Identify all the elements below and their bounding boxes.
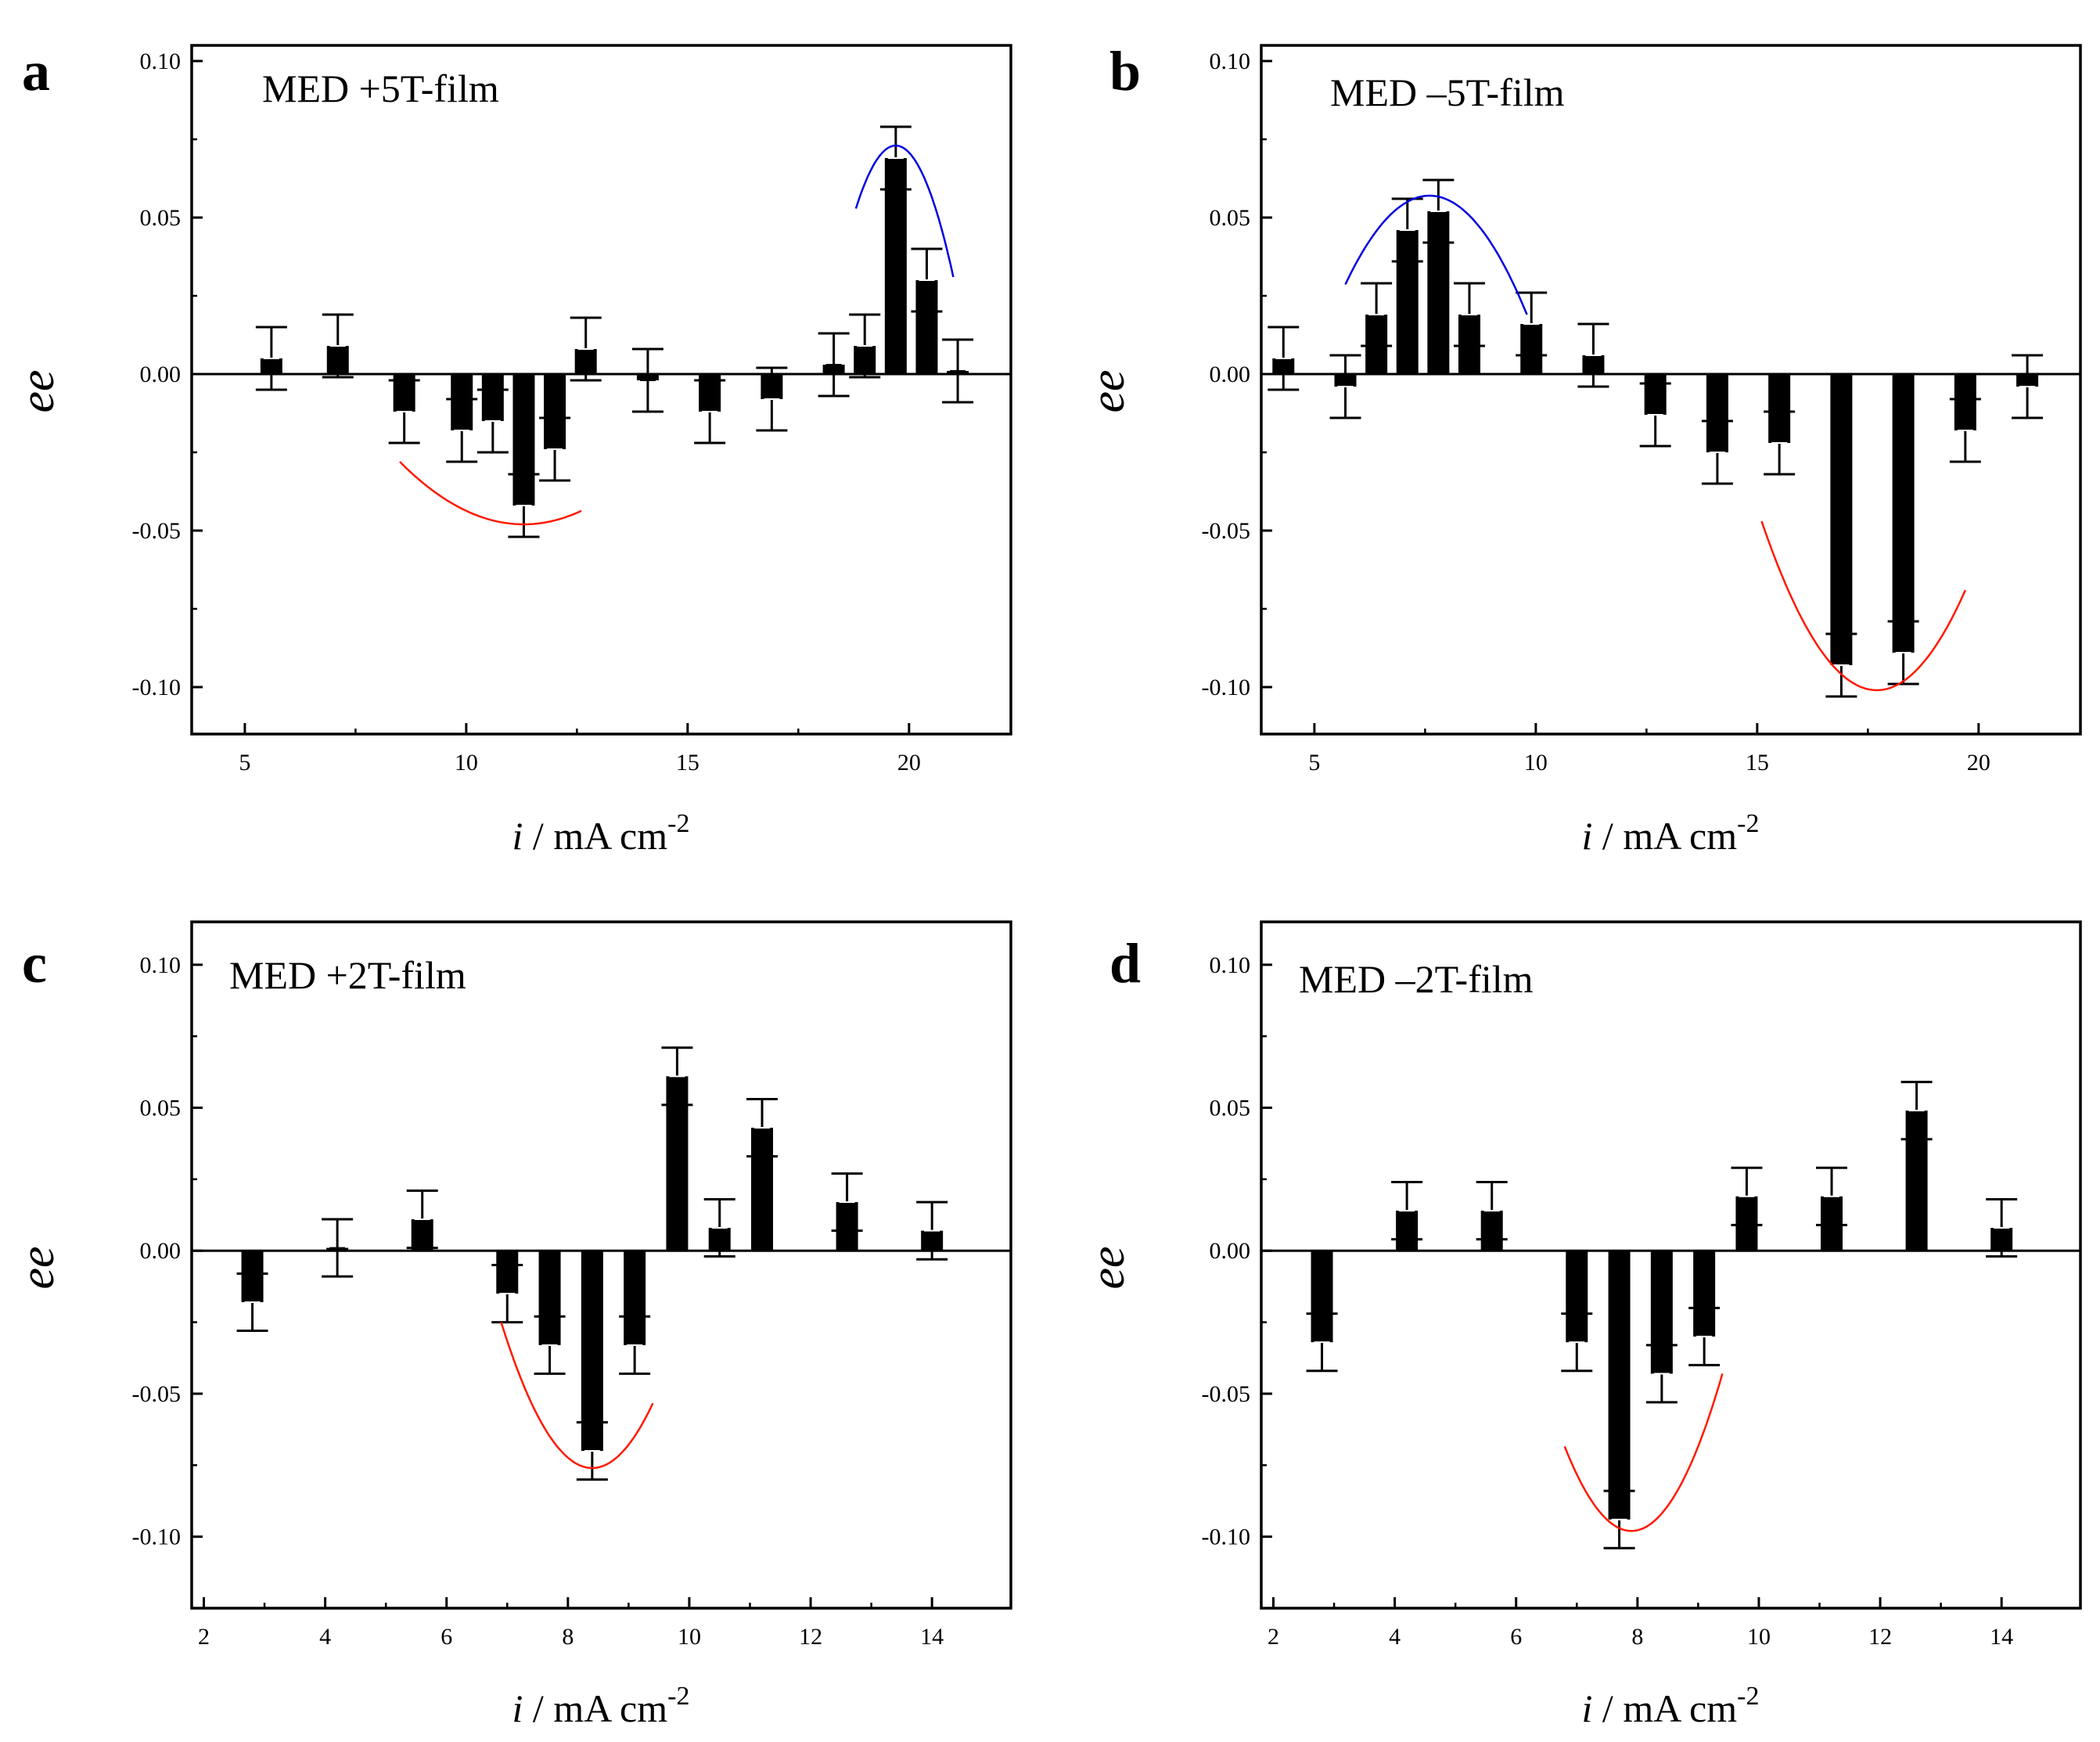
x-axis-exponent: -2 [1737,1682,1759,1711]
panel-letter: a [22,40,50,103]
bar [884,158,907,374]
bar [1830,374,1853,665]
x-axis-exponent: -2 [667,1682,689,1711]
y-tick-label: 0.00 [1210,1238,1251,1264]
x-tick-label: 15 [676,750,699,776]
x-axis-variable: i [1582,814,1593,858]
x-tick-label: 5 [1308,750,1320,776]
x-tick-label: 12 [1868,1624,1892,1650]
x-tick-label: 10 [1747,1624,1771,1650]
y-axis-label: ee [1081,1246,1135,1289]
panel-title: MED –5T-film [1330,70,1565,114]
y-tick-label: 0.10 [1210,49,1251,74]
fit-curve [500,1322,654,1470]
fit-curve [1563,1373,1724,1532]
x-tick-label: 15 [1746,750,1769,776]
y-tick-label: 0.00 [1210,362,1251,387]
x-tick-label: 10 [455,750,478,776]
y-tick-label: 0.10 [140,952,182,978]
y-tick-label: -0.05 [132,1381,182,1407]
y-tick-label: 0.10 [1210,952,1251,978]
bar [1892,374,1915,653]
x-tick-label: 6 [440,1624,452,1650]
x-axis-label: i / mA cm-2 [512,809,690,858]
panel-b: -0.10 -0.05 0.00 0.05 0.10 5 10 15 20 b MED –5T-fi… [1081,40,2082,858]
plot-frame [1260,920,2082,1610]
y-tick-label: -0.10 [1202,1524,1251,1550]
x-tick-label: 8 [562,1624,574,1650]
panel-c: -0.10 -0.05 0.00 0.05 0.10 2 4 6 8 10 12 14 c MED +2T… [11,920,1012,1730]
y-axis-label: ee [11,1246,64,1289]
x-tick-label: 5 [239,750,250,776]
panel-d: -0.10 -0.05 0.00 0.05 0.10 2 4 6 8 10 12 14 d MED –2T… [1081,920,2082,1730]
panel-title: MED +2T-film [229,953,466,997]
panel-title: MED –2T-film [1299,957,1534,1001]
y-tick-label: -0.10 [132,675,182,700]
y-tick-label: 0.05 [140,1096,182,1121]
y-tick-label: 0.10 [140,49,182,74]
y-tick-label: 0.00 [140,362,182,387]
fit-curve [1344,194,1528,315]
y-tick-label: -0.10 [132,1524,182,1550]
x-tick-label: 2 [198,1624,210,1650]
x-axis-label: i / mA cm-2 [512,1682,690,1730]
x-tick-label: 4 [1389,1624,1401,1650]
x-tick-label: 20 [1967,750,1990,776]
x-tick-label: 6 [1510,1624,1522,1650]
y-axis-label: ee [11,369,64,412]
panel-letter: d [1109,932,1141,995]
panel-letter: b [1109,40,1141,103]
x-tick-label: 10 [678,1624,701,1650]
y-tick-label: 0.00 [140,1238,182,1264]
x-tick-label: 14 [1990,1624,2013,1650]
bar [581,1251,603,1452]
y-tick-label: -0.10 [1202,675,1251,700]
y-tick-label: 0.05 [140,205,182,231]
y-tick-label: 0.05 [1210,205,1251,231]
fit-curve [854,144,955,278]
x-axis-variable: i [1582,1686,1593,1730]
x-axis-unit: / mA cm [523,1686,667,1730]
x-axis-unit: / mA cm [1592,1686,1737,1730]
x-tick-label: 14 [920,1624,944,1650]
y-tick-label: -0.05 [1202,518,1251,544]
fit-curve [399,461,582,526]
y-tick-label: 0.05 [1210,1096,1251,1121]
x-axis-exponent: -2 [667,809,689,838]
plot-frame [190,44,1012,736]
plot-frame [190,920,1012,1610]
y-tick-label: -0.05 [1202,1381,1251,1407]
plot-frame [1260,44,2082,736]
fit-curve [1760,520,1967,692]
x-axis-label: i / mA cm-2 [1582,809,1760,858]
x-axis-variable: i [512,814,523,858]
bar [1608,1251,1631,1520]
x-tick-label: 8 [1631,1624,1643,1650]
x-axis-unit: / mA cm [1592,814,1737,858]
x-axis-variable: i [512,1686,523,1730]
panel-title: MED +5T-film [262,67,499,110]
x-axis-exponent: -2 [1737,809,1759,838]
x-tick-label: 2 [1268,1624,1279,1650]
panel-a: -0.10 -0.05 0.00 0.05 0.10 5 10 15 20 a MED +5T-fi… [11,40,1012,858]
y-axis-label: ee [1081,369,1135,412]
x-axis-label: i / mA cm-2 [1582,1682,1760,1730]
x-tick-label: 10 [1524,750,1548,776]
x-axis-unit: / mA cm [523,814,667,858]
panel-letter: c [22,932,47,995]
y-tick-label: -0.05 [132,518,182,544]
x-tick-label: 4 [319,1624,331,1650]
x-tick-label: 12 [799,1624,822,1650]
x-tick-label: 20 [897,750,921,776]
